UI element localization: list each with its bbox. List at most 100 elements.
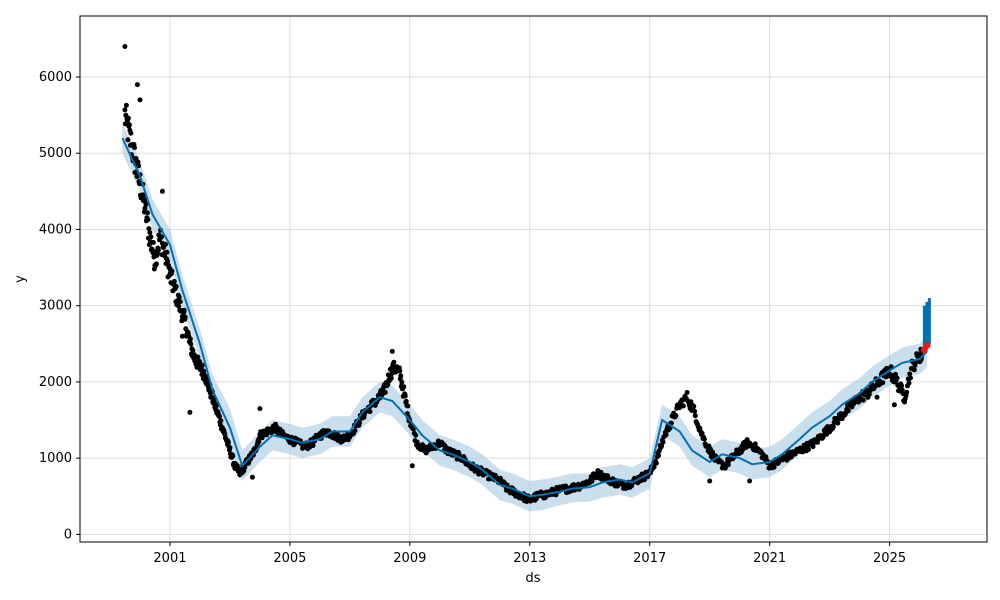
observed-point [382, 389, 388, 395]
observed-point [651, 464, 657, 470]
observed-point [195, 354, 201, 360]
y-tick-label: 3000 [39, 299, 72, 314]
observed-point [883, 374, 889, 380]
observed-outlier-point [134, 82, 140, 88]
observed-point [230, 453, 236, 459]
observed-point [880, 380, 886, 386]
observed-point [684, 390, 690, 395]
observed-point [835, 420, 841, 426]
observed-point [806, 447, 811, 452]
observed-point [136, 163, 141, 169]
observed-point [216, 414, 222, 420]
observed-point [164, 249, 170, 255]
observed-point [899, 383, 904, 389]
observed-outlier-point [122, 44, 128, 49]
observed-point [653, 460, 659, 466]
x-tick-label: 2017 [633, 551, 666, 566]
observed-point [147, 230, 153, 235]
observed-point [125, 115, 131, 121]
observed-point [159, 234, 164, 240]
observed-outlier-point [874, 394, 880, 400]
observed-point [663, 432, 669, 438]
observed-outlier-point [409, 463, 415, 469]
observed-point [402, 393, 408, 399]
x-axis-label: ds [525, 571, 540, 586]
observed-outlier-point [187, 409, 193, 415]
observed-point [122, 107, 128, 113]
observed-point [225, 440, 231, 445]
observed-point [177, 299, 183, 305]
observed-point [911, 367, 917, 373]
observed-outlier-point [257, 406, 263, 412]
y-tick-label: 6000 [39, 70, 72, 85]
observed-point [153, 261, 159, 267]
observed-point [150, 240, 156, 245]
observed-point [904, 389, 910, 395]
observed-point [830, 424, 836, 430]
observed-point [227, 445, 233, 451]
observed-point [148, 234, 154, 240]
y-axis-ticks: 0 1000 2000 3000 4000 5000 6000 [39, 70, 80, 542]
observed-point [176, 303, 182, 309]
observed-point [397, 368, 403, 374]
observed-point [725, 462, 731, 468]
grid-lines [80, 16, 987, 542]
observed-point [125, 137, 131, 143]
observed-point [405, 403, 411, 409]
observed-point [391, 359, 397, 365]
x-tick-label: 2013 [513, 551, 546, 566]
observed-point [181, 307, 187, 313]
observed-point [123, 102, 129, 108]
observed-point [132, 145, 137, 151]
observed-point [213, 403, 219, 409]
y-tick-label: 1000 [39, 451, 72, 466]
observed-point [907, 371, 913, 377]
observed-point [908, 375, 913, 381]
observed-point [144, 210, 150, 216]
observed-point [692, 408, 698, 414]
observed-point [752, 441, 758, 447]
observed-point [385, 382, 391, 388]
observed-point [146, 226, 152, 232]
observed-outlier-point [179, 333, 185, 339]
observed-point [310, 443, 316, 448]
observed-point [163, 241, 168, 247]
observed-point [899, 387, 905, 393]
observed-outlier-point [891, 402, 897, 408]
observed-point [190, 347, 196, 353]
observed-point [673, 413, 679, 419]
observed-point [701, 436, 707, 442]
observed-point [659, 443, 665, 449]
observed-point [680, 403, 686, 409]
observed-point [182, 314, 188, 320]
observed-point [143, 201, 149, 207]
observed-outlier-point [707, 478, 713, 484]
observed-point [367, 409, 373, 415]
observed-outlier-point [389, 348, 395, 354]
observed-point [413, 432, 419, 438]
future-forecast-layer [920, 298, 931, 354]
observed-outlier-point [137, 97, 143, 103]
observed-point [398, 373, 404, 379]
observed-point [691, 403, 697, 409]
observed-point [128, 130, 134, 136]
observed-point [894, 375, 900, 381]
observed-point [553, 492, 559, 498]
observed-point [771, 464, 777, 470]
observed-point [399, 379, 405, 385]
observed-point [126, 122, 132, 128]
observed-point [401, 384, 407, 390]
x-tick-label: 2005 [273, 551, 306, 566]
observed-point [176, 294, 182, 300]
y-axis-label: y [13, 275, 28, 283]
observed-point [388, 375, 394, 381]
observed-point [845, 408, 851, 414]
observed-point [906, 380, 912, 386]
observed-outlier-point [747, 478, 753, 484]
observed-point [699, 430, 705, 436]
plot-frame [79, 15, 988, 543]
observed-point [165, 258, 170, 264]
observed-point [173, 284, 179, 289]
